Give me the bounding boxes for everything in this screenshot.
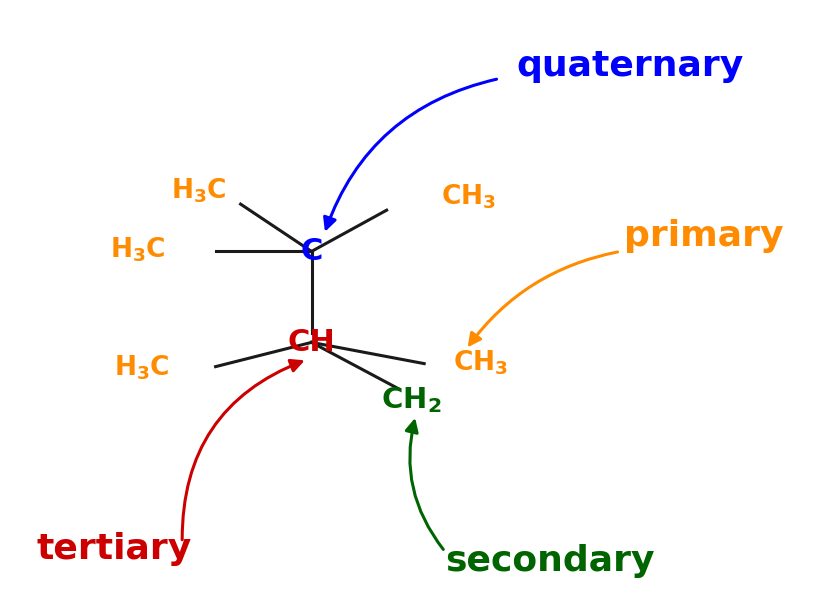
Text: $\mathregular{CH_3}$: $\mathregular{CH_3}$	[454, 348, 508, 376]
FancyArrowPatch shape	[470, 252, 617, 345]
FancyArrowPatch shape	[182, 360, 302, 540]
FancyArrowPatch shape	[407, 421, 444, 550]
Text: $\mathregular{CH_2}$: $\mathregular{CH_2}$	[381, 385, 442, 415]
Text: quaternary: quaternary	[516, 50, 743, 83]
Text: tertiary: tertiary	[36, 532, 192, 565]
Text: C: C	[301, 237, 323, 266]
Text: $\mathregular{H_3C}$: $\mathregular{H_3C}$	[110, 236, 165, 264]
Text: $\mathregular{CH_3}$: $\mathregular{CH_3}$	[441, 182, 496, 211]
Text: primary: primary	[624, 219, 784, 253]
Text: secondary: secondary	[445, 543, 654, 578]
Text: CH: CH	[287, 328, 335, 357]
Text: $\mathregular{H_3C}$: $\mathregular{H_3C}$	[171, 176, 227, 205]
FancyArrowPatch shape	[324, 79, 496, 229]
Text: $\mathregular{H_3C}$: $\mathregular{H_3C}$	[114, 354, 170, 382]
